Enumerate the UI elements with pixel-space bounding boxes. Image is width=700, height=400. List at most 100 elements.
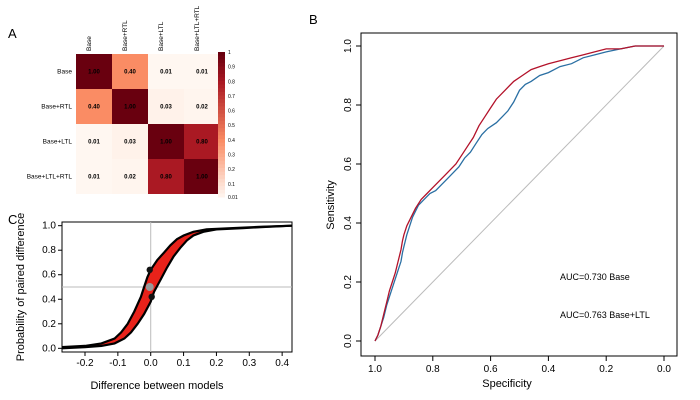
roc-x-tick-label: 1.0 [368,364,382,375]
roc-y-tick-label: 0.0 [343,334,354,348]
heatmap-cell-value: 0.03 [160,105,172,111]
panel-label-a: A [8,26,17,41]
colorbar-segment [218,168,225,173]
diff-x-tick-label: 0.4 [275,358,289,369]
colorbar-segment [218,160,225,165]
heatmap-row-label: Base [57,69,72,76]
colorbar-tick-label: 1 [228,50,231,56]
colorbar-segment [218,171,225,176]
colorbar-segment [218,149,225,154]
colorbar-tick-label: 0.7 [228,94,235,100]
diff-y-tick-label: 1.0 [42,221,56,232]
diff-x-tick-label: -0.2 [76,358,94,369]
heatmap-cell [76,89,112,124]
colorbar-segment [218,91,225,96]
diff-x-tick-label: 0.2 [209,358,223,369]
diff-y-tick-label: 0.6 [42,270,56,281]
colorbar-tick-label: 0.8 [228,79,235,85]
heatmap-cell-value: 0.40 [124,70,136,76]
heatmap-cell [184,159,220,194]
colorbar-segment [218,66,225,71]
panel-label-b: B [309,12,318,27]
diff-marker-lower [148,293,155,301]
colorbar-segment [218,193,225,198]
heatmap-row-label: Base+RTL [41,104,72,111]
diff-marker-mid [145,283,154,291]
heatmap-col-label: Base [86,36,93,51]
heatmap-cell-value: 0.02 [124,175,136,181]
colorbar-segment [218,81,225,86]
colorbar-tick-label: 0.5 [228,123,235,129]
panel-label-c: C [8,212,17,227]
roc-y-tick-label: 0.8 [343,98,354,112]
heatmap-cell-value: 0.01 [88,140,100,146]
colorbar-segment [218,189,225,194]
diff-confidence-band [62,225,292,349]
colorbar-segment [218,70,225,75]
heatmap-col-label: Base+LTL [158,21,165,51]
heatmap-row-label: Base+LTL [43,139,73,146]
heatmap-cell [76,159,112,194]
roc-curve-base [374,45,664,342]
colorbar-segment [218,99,225,104]
diff-curve-lower-bound [61,224,293,350]
colorbar-segment [218,59,225,64]
heatmap-cell [184,54,220,89]
roc-y-tick-label: 0.6 [343,157,354,171]
colorbar-segment [218,73,225,78]
diff-ylabel: Probability of paired difference [15,213,27,361]
diff-xlabel: Difference between models [90,380,224,392]
roc-y-tick-label: 0.2 [343,275,354,289]
heatmap-col-label: Base+LTL+RTL [194,5,201,51]
roc-chart: 1.0 0.8 0.6 0.4 0.2 0.0 0.0 0.2 0.4 0.6 0.8 1.0 [343,32,678,375]
heatmap-cell-value: 0.03 [124,140,136,146]
heatmap-cell-value: 0.01 [88,175,100,181]
colorbar-segment [218,157,225,162]
colorbar-tick-label: 0.6 [228,109,235,115]
correlation-heatmap: 1.00 0.40 0.01 0.01 0.40 1.00 0.03 0.02 0.01 0.03… [27,5,220,194]
heatmap-cell-value: 0.01 [196,70,208,76]
paired-difference-chart: -0.2 -0.1 0.0 0.1 0.2 0.3 0.4 0.0 0.2 0.4 0.6 0.8 1.… [42,221,293,369]
heatmap-cell-value: 0.80 [160,175,172,181]
heatmap-cell [76,54,112,89]
colorbar-segment [218,139,225,144]
colorbar-segment [218,106,225,111]
diff-y-tick-label: 0.8 [42,245,56,256]
colorbar-segment [218,164,225,169]
heatmap-cell [184,89,220,124]
heatmap-cell [184,124,220,159]
diff-y-tick-label: 0.4 [42,294,56,305]
diff-y-tick-label: 0.2 [42,319,56,330]
heatmap-cell-value: 1.00 [124,105,136,111]
colorbar-segment [218,113,225,118]
auc-label-base-ltl: AUC=0.763 Base+LTL [560,310,650,320]
colorbar-segment [218,182,225,187]
colorbar-segment [218,88,225,93]
colorbar-tick-label: 0.3 [228,153,235,159]
colorbar-segment [218,124,225,129]
heatmap-cell-value: 1.00 [88,70,100,76]
colorbar-tick-label: 0.1 [228,182,235,188]
roc-x-tick-label: 0.6 [484,364,498,375]
colorbar-segment [218,110,225,115]
diff-x-tick-label: 0.0 [144,358,158,369]
heatmap-cell [112,89,148,124]
roc-x-tick-label: 0.8 [426,364,440,375]
heatmap-cell [112,124,148,159]
roc-x-tick-label: 0.0 [657,364,671,375]
colorbar-segment [218,153,225,158]
colorbar-segment [218,52,225,57]
colorbar-segment [218,55,225,60]
diff-marker-upper [146,266,153,274]
heatmap-col-label: Base+RTL [122,20,129,51]
colorbar-segment [218,186,225,191]
diff-x-tick-label: 0.1 [177,358,191,369]
colorbar-segment [218,128,225,133]
diff-x-tick-label: 0.3 [242,358,256,369]
colorbar-segment [218,175,225,180]
colorbar-segment [218,62,225,67]
roc-ylabel: Sensitivity [325,180,337,230]
roc-x-tick-label: 0.2 [599,364,613,375]
roc-y-tick-label: 0.4 [343,216,354,230]
